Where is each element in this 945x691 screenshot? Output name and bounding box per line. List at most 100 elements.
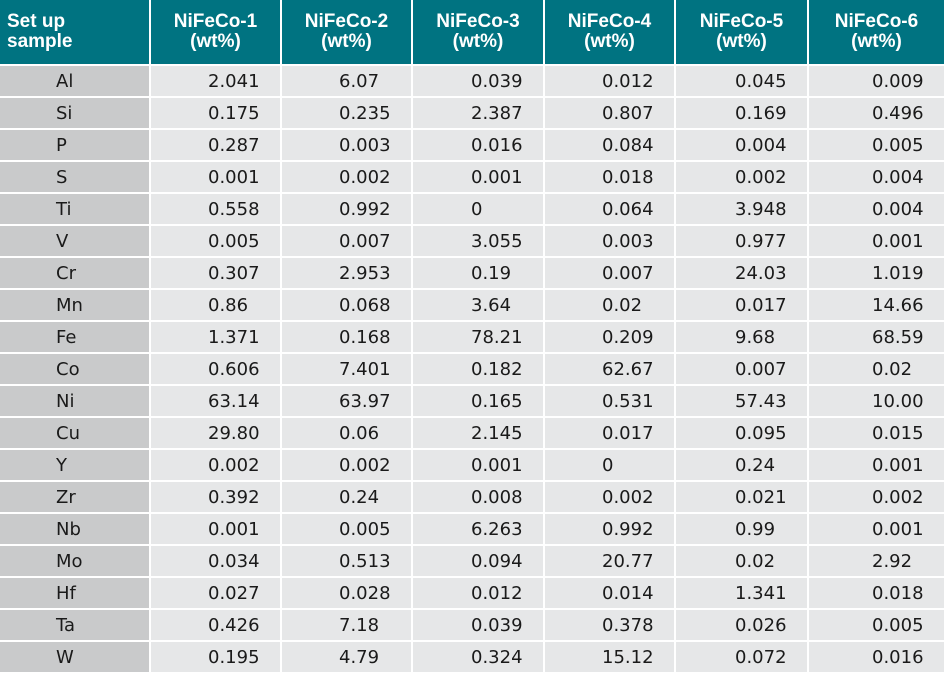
value-cell: 0.034 <box>151 546 282 578</box>
value-cell: 1.371 <box>151 322 282 354</box>
header-title: NiFeCo-4 <box>567 11 652 32</box>
value-text: 0.558 <box>208 198 260 220</box>
value-text: 0.016 <box>471 134 523 156</box>
value-text: 2.145 <box>471 422 523 444</box>
element-cell: Mn <box>0 290 151 322</box>
value-cell: 0.026 <box>676 610 809 642</box>
value-cell: 0.002 <box>151 450 282 482</box>
table-row: Fe 1.371 0.168 78.21 0.209 9.68 68.59 <box>0 322 944 354</box>
value-text: 0.324 <box>471 646 523 668</box>
value-text: 0.017 <box>735 294 787 316</box>
value-cell: 3.948 <box>676 194 809 226</box>
element-cell: Ni <box>0 386 151 418</box>
value-text: 1.019 <box>872 262 924 284</box>
value-text: 0.307 <box>208 262 260 284</box>
value-text: 1.341 <box>735 582 787 604</box>
value-text: 0.513 <box>339 550 391 572</box>
value-cell: 78.21 <box>413 322 545 354</box>
value-cell: 0.06 <box>282 418 413 450</box>
value-text: 0.169 <box>735 102 787 124</box>
value-text: 0.209 <box>602 326 654 348</box>
value-cell: 6.07 <box>282 66 413 98</box>
value-text: 0.045 <box>735 70 787 92</box>
value-cell: 0.002 <box>282 450 413 482</box>
element-cell: Al <box>0 66 151 98</box>
value-cell: 15.12 <box>545 642 676 674</box>
header-title: NiFeCo-2 <box>304 11 389 32</box>
value-text: 63.14 <box>208 390 260 412</box>
value-cell: 0.014 <box>545 578 676 610</box>
value-text: 29.80 <box>208 422 260 444</box>
value-cell: 0.001 <box>413 162 545 194</box>
table-row: Ta 0.426 7.18 0.039 0.378 0.026 0.005 <box>0 610 944 642</box>
value-text: 2.387 <box>471 102 523 124</box>
value-cell: 0.016 <box>413 130 545 162</box>
table-row: S 0.001 0.002 0.001 0.018 0.002 0.004 <box>0 162 944 194</box>
value-text: 0.014 <box>602 582 654 604</box>
value-text: 24.03 <box>735 262 787 284</box>
value-cell: 0.02 <box>809 354 944 386</box>
value-text: 0.86 <box>208 294 249 316</box>
value-cell: 0.002 <box>545 482 676 514</box>
value-text: 57.43 <box>735 390 787 412</box>
value-text: 0.24 <box>735 454 776 476</box>
table-row: Y 0.002 0.002 0.001 0 0.24 0.001 <box>0 450 944 482</box>
value-text: 6.07 <box>339 70 380 92</box>
value-text: 0.002 <box>208 454 260 476</box>
value-text: 0.072 <box>735 646 787 668</box>
value-cell: 0.324 <box>413 642 545 674</box>
column-header-sample: Set up sample <box>0 0 151 66</box>
value-cell: 7.18 <box>282 610 413 642</box>
value-text: 0.165 <box>471 390 523 412</box>
value-text: 0.004 <box>735 134 787 156</box>
value-text: 6.263 <box>471 518 523 540</box>
value-cell: 0.513 <box>282 546 413 578</box>
table-row: Nb 0.001 0.005 6.263 0.992 0.99 0.001 <box>0 514 944 546</box>
table-row: Hf 0.027 0.028 0.012 0.014 1.341 0.018 <box>0 578 944 610</box>
value-text: 2.953 <box>339 262 391 284</box>
value-cell: 57.43 <box>676 386 809 418</box>
value-text: 0.175 <box>208 102 260 124</box>
value-text: 0.001 <box>872 230 924 252</box>
value-cell: 0.009 <box>809 66 944 98</box>
column-header-nifeco-3: NiFeCo-3 (wt%) <box>413 0 545 66</box>
value-cell: 1.341 <box>676 578 809 610</box>
value-cell: 0.002 <box>676 162 809 194</box>
value-cell: 63.97 <box>282 386 413 418</box>
value-cell: 3.055 <box>413 226 545 258</box>
value-text: 0.002 <box>602 486 654 508</box>
value-text: 68.59 <box>872 326 924 348</box>
value-text: 0.99 <box>735 518 776 540</box>
value-text: 0.182 <box>471 358 523 380</box>
value-cell: 3.64 <box>413 290 545 322</box>
value-text: 0.002 <box>339 454 391 476</box>
value-cell: 9.68 <box>676 322 809 354</box>
value-text: 0.084 <box>602 134 654 156</box>
value-text: 0.015 <box>872 422 924 444</box>
value-cell: 0.002 <box>282 162 413 194</box>
value-text: 0.002 <box>735 166 787 188</box>
header-unit: (wt%) <box>584 31 635 52</box>
value-text: 62.67 <box>602 358 654 380</box>
value-cell: 2.387 <box>413 98 545 130</box>
value-text: 0.001 <box>208 518 260 540</box>
value-cell: 0.045 <box>676 66 809 98</box>
table-row: Mn 0.86 0.068 3.64 0.02 0.017 14.66 <box>0 290 944 322</box>
value-text: 0.001 <box>208 166 260 188</box>
column-header-nifeco-5: NiFeCo-5 (wt%) <box>676 0 809 66</box>
element-cell: Ta <box>0 610 151 642</box>
value-text: 0.19 <box>471 262 512 284</box>
value-cell: 0.807 <box>545 98 676 130</box>
value-text: 78.21 <box>471 326 523 348</box>
value-cell: 0.001 <box>413 450 545 482</box>
value-text: 0.004 <box>872 166 924 188</box>
value-cell: 2.041 <box>151 66 282 98</box>
value-cell: 0.001 <box>151 514 282 546</box>
value-cell: 29.80 <box>151 418 282 450</box>
value-cell: 0.028 <box>282 578 413 610</box>
value-text: 1.371 <box>208 326 260 348</box>
column-header-nifeco-1: NiFeCo-1 (wt%) <box>151 0 282 66</box>
value-text: 0.016 <box>872 646 924 668</box>
table-row: W 0.195 4.79 0.324 15.12 0.072 0.016 <box>0 642 944 674</box>
value-cell: 0.992 <box>545 514 676 546</box>
